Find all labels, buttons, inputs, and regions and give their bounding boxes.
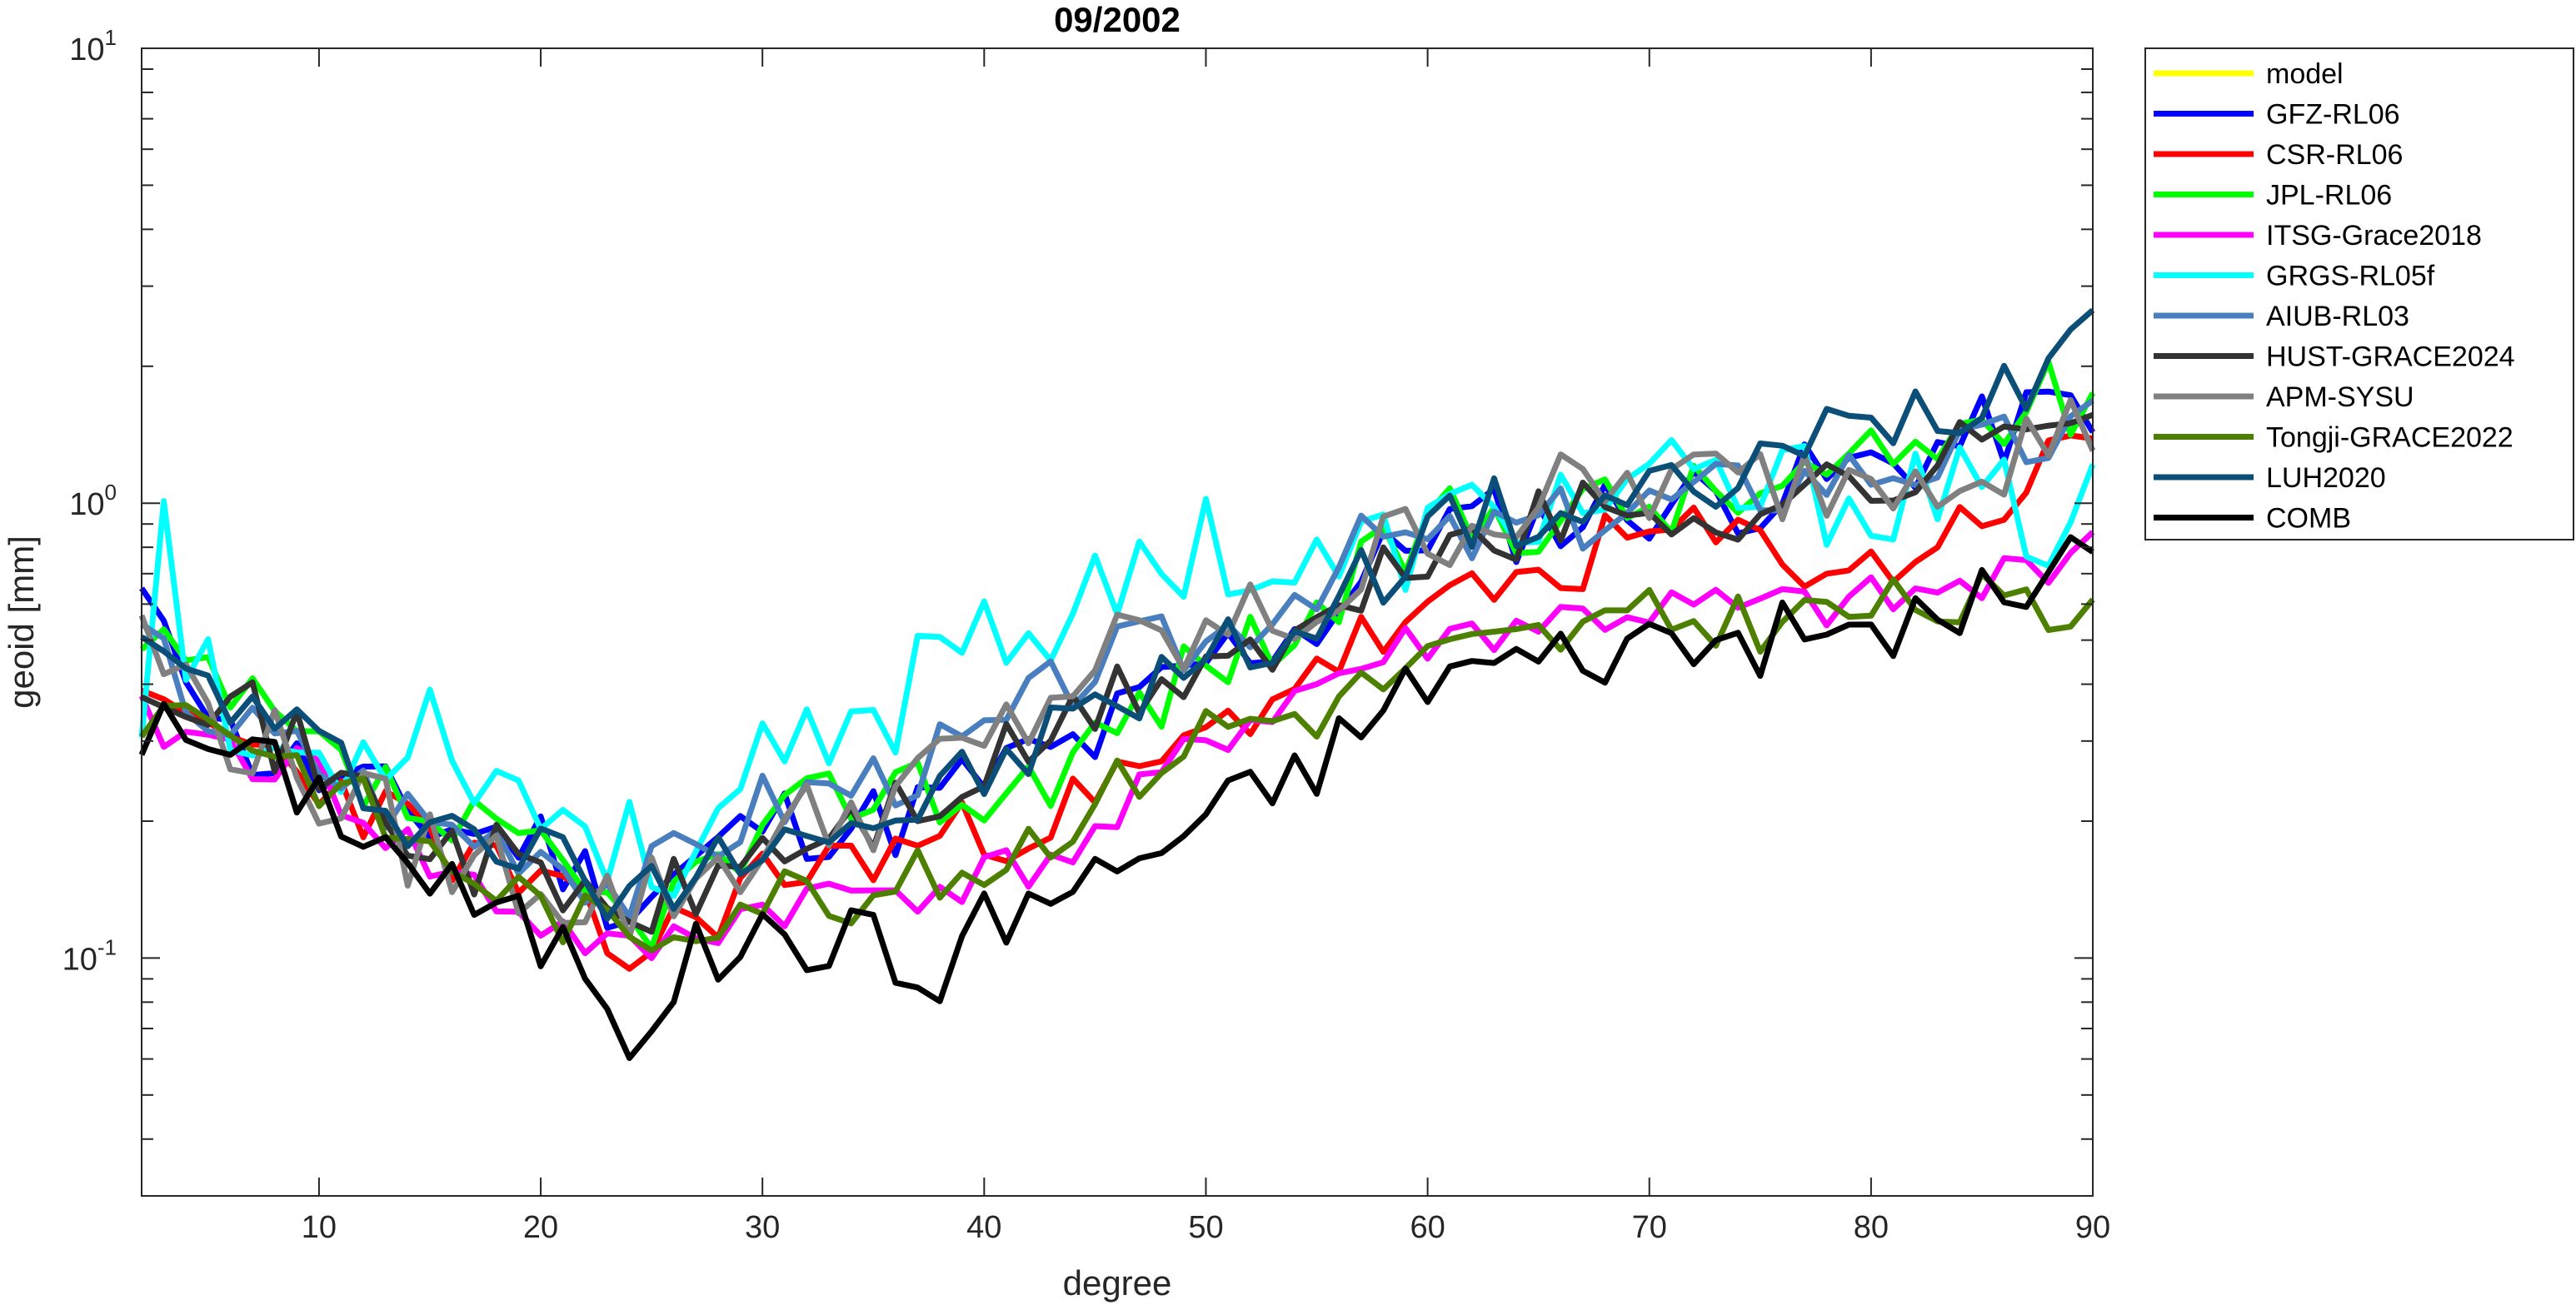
legend-entry: ITSG-Grace2018 [2266,220,2482,252]
x-tick-label: 70 [1632,1210,1667,1245]
legend-box [2144,47,2574,540]
y-tick-label: 10-1 [62,934,117,977]
x-tick-label: 30 [745,1210,780,1245]
series-layer [138,307,2096,1061]
legend-entry: model [2266,58,2344,90]
series-line-hust-grace2024 [140,411,2094,935]
legend-entry: GFZ-RL06 [2266,99,2400,131]
x-axis-label: degree [1063,1263,1172,1303]
chart-title: 09/2002 [1054,0,1181,39]
x-tick-label: 20 [523,1210,558,1245]
axes-box [141,47,2094,1197]
y-tick-label: 100 [69,480,117,522]
legend-entry: LUH2020 [2266,462,2386,494]
legend-entry: CSR-RL06 [2266,139,2403,171]
x-tick-label: 10 [302,1210,337,1245]
x-tick-label: 90 [2075,1210,2110,1245]
y-tick-label: 101 [69,25,117,67]
legend-entry: Tongji-GRACE2022 [2266,422,2514,454]
series-line-gfz-rl06 [139,388,2096,931]
legend-entry: GRGS-RL05f [2266,261,2435,292]
legend: model GFZ-RL06 CSR-RL06 JPL-RL06 ITSG-Grace2… [2144,47,2574,540]
x-tick-label: 40 [966,1210,1001,1245]
legend-entry: COMB [2266,503,2351,535]
legend-entry: JPL-RL06 [2266,180,2392,212]
legend-entry: APM-SYSU [2266,381,2414,413]
series-line-apm-sysu [138,396,2096,940]
y-axis-label: geoid [mm] [2,535,41,709]
ticks-layer: 10 20 30 40 50 60 70 80 90 10-1 100 101 [62,25,2111,1245]
x-tick-label: 80 [1854,1210,1889,1245]
legend-entry: AIUB-RL03 [2266,301,2409,332]
legend-entry: HUST-GRACE2024 [2266,341,2515,373]
x-tick-label: 60 [1410,1210,1445,1245]
series-line-comb [138,534,2094,1061]
x-tick-label: 50 [1188,1210,1223,1245]
series-line-luh2020 [140,307,2095,922]
